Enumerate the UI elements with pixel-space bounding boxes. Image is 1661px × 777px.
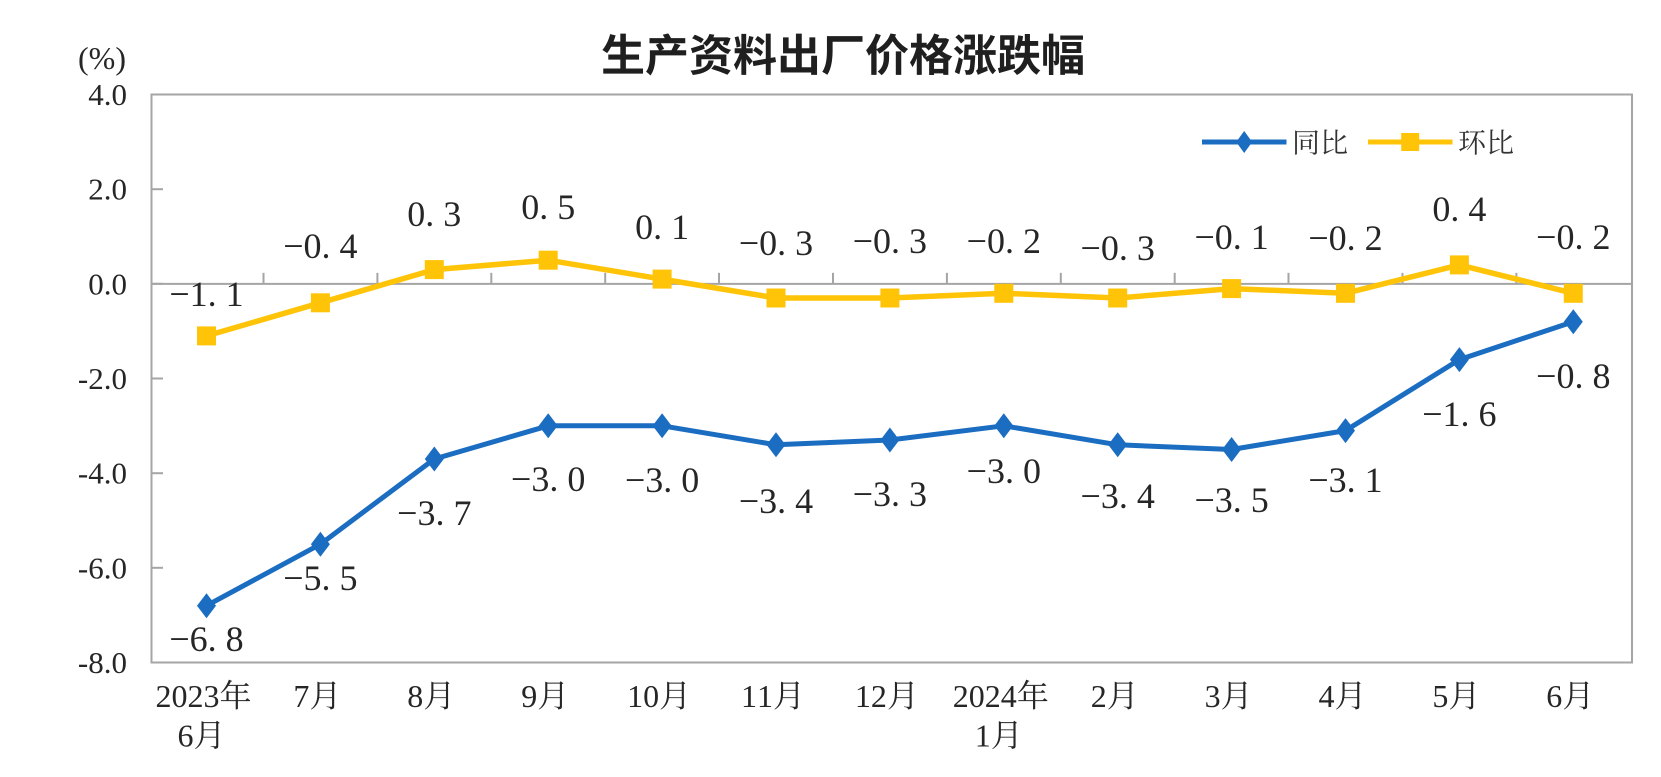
svg-text:−0. 2: −0. 2: [967, 221, 1041, 261]
svg-text:−3. 0: −3. 0: [511, 459, 585, 499]
svg-text:0. 5: 0. 5: [521, 187, 575, 227]
svg-text:-6.0: -6.0: [78, 550, 127, 585]
svg-text:−1. 6: −1. 6: [1422, 394, 1496, 434]
svg-text:0. 4: 0. 4: [1432, 189, 1486, 229]
svg-text:−0. 3: −0. 3: [1081, 228, 1155, 268]
svg-text:-4.0: -4.0: [78, 456, 127, 491]
svg-text:−6. 8: −6. 8: [169, 619, 243, 659]
svg-text:−0. 1: −0. 1: [1194, 217, 1268, 257]
svg-text:−0. 4: −0. 4: [283, 226, 357, 266]
svg-text:−3. 3: −3. 3: [853, 474, 927, 514]
svg-text:9: 9: [521, 678, 537, 714]
svg-text:0. 3: 0. 3: [407, 194, 461, 234]
svg-text:−3. 5: −3. 5: [1194, 480, 1268, 520]
svg-text:−3. 0: −3. 0: [967, 451, 1041, 491]
svg-text:−3. 7: −3. 7: [397, 493, 471, 533]
svg-text:−3. 0: −3. 0: [625, 460, 699, 500]
svg-text:−0. 3: −0. 3: [739, 223, 813, 263]
svg-text:2: 2: [1091, 678, 1107, 714]
svg-text:−0. 2: −0. 2: [1536, 217, 1610, 257]
svg-text:3: 3: [1205, 678, 1221, 714]
svg-text:−3. 1: −3. 1: [1308, 460, 1382, 500]
svg-text:2023: 2023: [156, 678, 220, 714]
svg-text:−3. 4: −3. 4: [739, 481, 813, 521]
svg-text:7: 7: [293, 678, 309, 714]
svg-text:4.0: 4.0: [88, 77, 127, 112]
svg-text:10: 10: [627, 678, 659, 714]
svg-text:8: 8: [407, 678, 423, 714]
svg-text:6: 6: [1546, 678, 1562, 714]
svg-text:0. 1: 0. 1: [635, 207, 689, 247]
svg-text:11: 11: [741, 678, 773, 714]
svg-text:2.0: 2.0: [88, 172, 127, 207]
svg-text:5: 5: [1432, 678, 1448, 714]
svg-text:−3. 4: −3. 4: [1081, 476, 1155, 516]
svg-text:4: 4: [1319, 678, 1335, 714]
svg-text:6: 6: [178, 718, 194, 754]
svg-text:−0. 2: −0. 2: [1308, 218, 1382, 258]
svg-text:−0. 3: −0. 3: [853, 221, 927, 261]
svg-text:0.0: 0.0: [88, 266, 127, 301]
svg-text:-8.0: -8.0: [78, 645, 127, 680]
svg-text:12: 12: [855, 678, 887, 714]
svg-text:-2.0: -2.0: [78, 361, 127, 396]
svg-text:−0. 8: −0. 8: [1536, 356, 1610, 396]
svg-text:−5. 5: −5. 5: [283, 558, 357, 598]
svg-text:2024: 2024: [953, 678, 1017, 714]
svg-text:(%): (%): [78, 40, 126, 76]
svg-text:1: 1: [975, 718, 991, 754]
svg-text:−1. 1: −1. 1: [169, 274, 243, 314]
